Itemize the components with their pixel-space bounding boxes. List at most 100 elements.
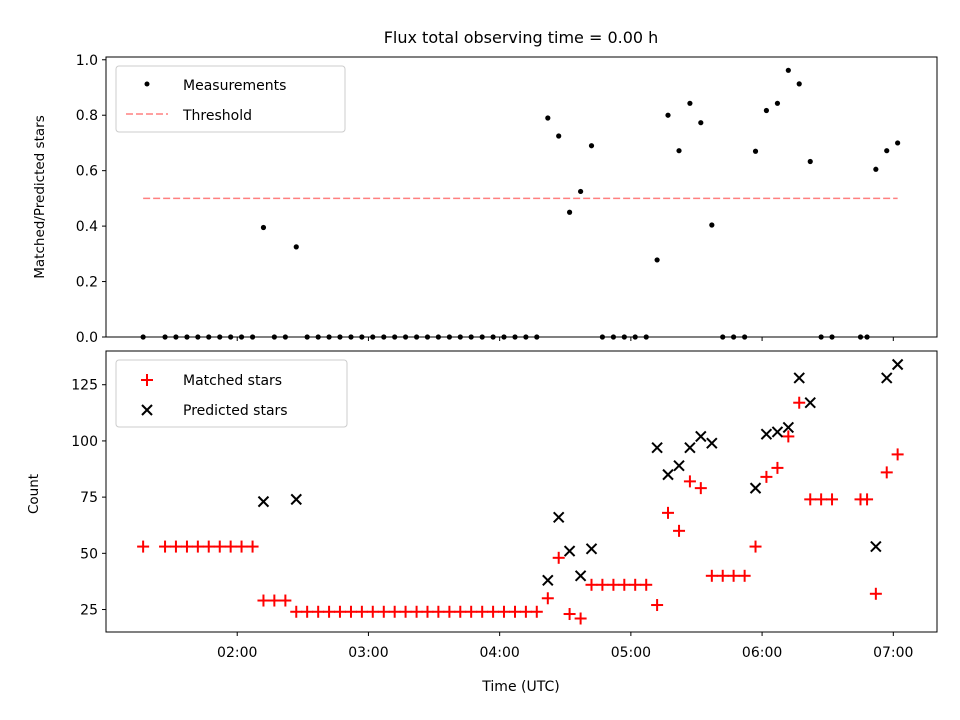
- bottom-axis-ticks: 25 50 75 100 125 02:00 03:00 04:00 05:00 06:00 07:…: [71, 378, 913, 661]
- measurement-point: [687, 100, 693, 106]
- predicted-star-point: [870, 540, 882, 553]
- predicted-star-point: [552, 511, 565, 524]
- chart-title: Flux total observing time = 0.00 h: [384, 28, 659, 47]
- measurement-point: [676, 148, 682, 154]
- matched-star-point: [585, 578, 598, 591]
- predicted-star-point: [257, 495, 270, 508]
- matched-star-point: [476, 605, 489, 618]
- matched-star-point: [716, 569, 729, 582]
- top-axis-ticks: 0.0 0.2 0.4 0.6 0.8 1.0: [76, 53, 894, 346]
- ratio-subplot: Flux total observing time = 0.00 h Match…: [32, 28, 938, 346]
- matched-star-point: [629, 578, 642, 591]
- matched-star-point: [530, 605, 543, 618]
- matched-star-point: [891, 448, 904, 461]
- measurement-point: [873, 166, 879, 172]
- matched-star-point: [410, 605, 423, 618]
- bottom-legend-box: [115, 359, 348, 428]
- y-tick-label: 75: [80, 490, 98, 506]
- legend-predicted-label: Predicted stars: [183, 403, 288, 419]
- measurement-point: [260, 224, 267, 231]
- matched-star-point: [432, 605, 445, 618]
- top-y-axis-label: Matched/Predicted stars: [32, 115, 48, 278]
- predicted-star-point: [651, 441, 663, 454]
- matched-star-point: [465, 605, 478, 618]
- matched-star-point: [213, 540, 226, 553]
- predicted-star-point: [662, 468, 674, 481]
- measurement-point: [698, 120, 704, 126]
- predicted-star-point: [804, 396, 816, 409]
- x-tick-label: 07:00: [873, 645, 913, 661]
- matched-star-point: [760, 470, 773, 483]
- matched-star-point: [804, 493, 817, 506]
- matched-star-point: [497, 605, 510, 618]
- predicted-star-point: [673, 459, 685, 472]
- measurement-point: [807, 158, 813, 165]
- matched-star-point: [169, 540, 182, 553]
- x-axis-label: Time (UTC): [481, 679, 559, 695]
- y-tick-label: 0.4: [76, 219, 98, 235]
- predicted-star-point: [749, 482, 762, 494]
- matched-star-point: [399, 605, 412, 618]
- matched-star-point: [705, 569, 718, 582]
- matched-star-point: [377, 605, 390, 618]
- matched-star-point: [257, 594, 270, 607]
- legend-predicted-marker: [141, 404, 153, 416]
- measurement-point: [556, 133, 562, 139]
- matched-star-point: [421, 605, 434, 618]
- matched-star-point: [727, 569, 740, 582]
- predicted-star-point: [782, 421, 795, 434]
- matched-star-point: [596, 578, 609, 591]
- matched-star-point: [607, 578, 620, 591]
- matched-star-point: [323, 605, 336, 618]
- matched-star-point: [574, 612, 587, 625]
- top-legend-box: [115, 65, 346, 133]
- matched-star-point: [782, 430, 795, 443]
- measurement-point: [293, 244, 299, 250]
- matched-star-point: [880, 466, 893, 479]
- matched-star-point: [366, 605, 379, 618]
- measurement-point: [588, 143, 595, 149]
- measurement-point: [785, 67, 791, 73]
- y-tick-label: 0.8: [76, 108, 98, 124]
- x-tick-label: 02:00: [217, 645, 257, 661]
- y-tick-label: 50: [80, 546, 98, 562]
- matched-star-point: [552, 551, 565, 564]
- matched-star-point: [344, 605, 357, 618]
- matched-star-point: [563, 608, 576, 621]
- legend-threshold-label: Threshold: [182, 108, 252, 124]
- matched-star-point: [191, 540, 204, 553]
- measurement-point: [796, 81, 802, 87]
- matched-star-point: [180, 540, 193, 553]
- measurement-point: [665, 112, 671, 118]
- x-tick-label: 03:00: [348, 645, 388, 661]
- predicted-star-point: [684, 441, 696, 454]
- predicted-star-point: [706, 437, 718, 449]
- matched-star-point: [355, 605, 368, 618]
- matched-star-point: [815, 493, 828, 506]
- measurement-point: [709, 222, 715, 228]
- y-tick-label: 0.0: [76, 330, 98, 346]
- predicted-star-point: [290, 493, 302, 506]
- matched-star-point: [519, 605, 532, 618]
- matched-star-point: [749, 540, 762, 553]
- measurement-point: [545, 115, 551, 121]
- matched-star-point: [662, 506, 675, 519]
- matched-star-point: [246, 540, 259, 553]
- measurement-point: [654, 257, 660, 263]
- predicted-star-point: [563, 545, 576, 557]
- y-tick-label: 100: [71, 434, 98, 450]
- count-subplot: Count Time (UTC) 25 50 75 100 125 02:00 03:00 0…: [26, 350, 938, 695]
- matched-star-point: [793, 396, 806, 409]
- y-tick-label: 125: [71, 378, 98, 394]
- matched-star-point: [738, 569, 751, 582]
- matched-star-point: [279, 594, 292, 607]
- measurement-point: [578, 188, 584, 195]
- measurement-point: [752, 148, 759, 154]
- matched-star-point: [861, 493, 874, 506]
- legend-measurements-label: Measurements: [183, 78, 286, 94]
- matched-star-point: [509, 605, 522, 618]
- matched-star-point: [388, 605, 401, 618]
- top-legend: Measurements Threshold: [115, 65, 346, 133]
- legend-matched-marker: [141, 374, 153, 386]
